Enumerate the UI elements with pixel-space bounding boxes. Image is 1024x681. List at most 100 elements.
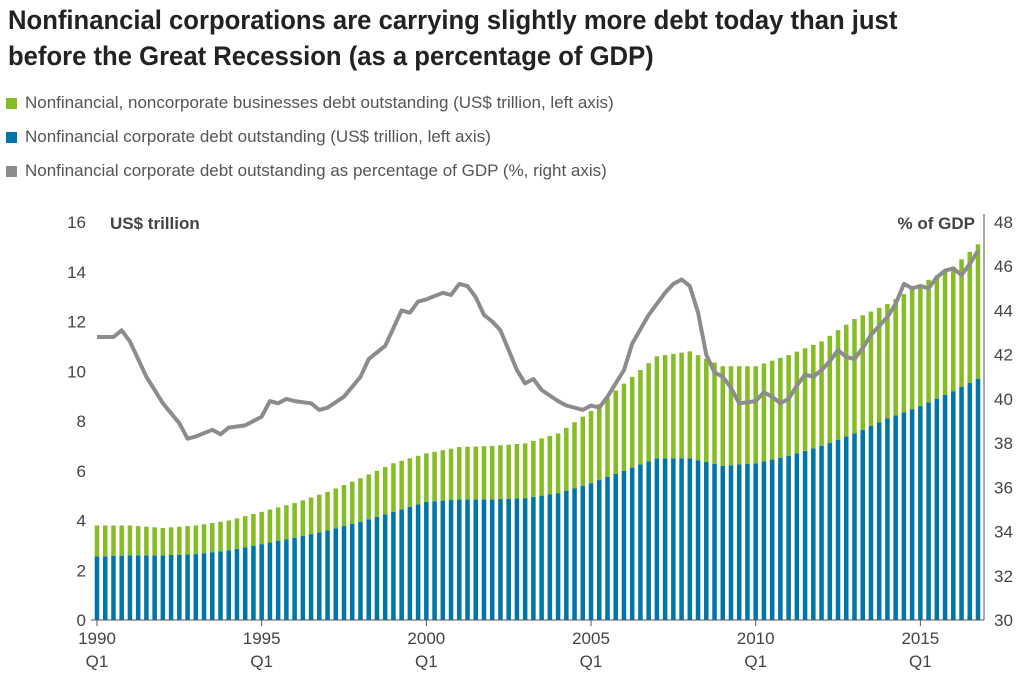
bar-noncorporate [300, 500, 306, 537]
bar-noncorporate [168, 527, 174, 556]
bar-corporate [621, 470, 627, 620]
bar-corporate [160, 555, 166, 620]
bar-corporate [885, 418, 890, 620]
bar-corporate [349, 523, 355, 620]
bar-noncorporate [144, 526, 149, 556]
bar-noncorporate [901, 294, 907, 413]
bar-corporate [868, 425, 874, 620]
bar-noncorporate [102, 525, 108, 557]
bar-corporate [127, 555, 133, 620]
legend-item-pct-gdp: Nonfinancial corporate debt outstanding … [6, 154, 614, 188]
right-tick-label: 44 [994, 301, 1013, 320]
bar-noncorporate [242, 516, 248, 548]
bar-corporate [934, 398, 940, 620]
legend-label-pct-gdp: Nonfinancial corporate debt outstanding … [25, 161, 607, 180]
bar-noncorporate [531, 440, 536, 497]
bar-corporate [975, 378, 981, 620]
right-tick-label: 38 [994, 434, 1013, 453]
bar-noncorporate [934, 275, 940, 399]
bar-corporate [596, 480, 602, 620]
bar-noncorporate [374, 470, 380, 517]
bar-noncorporate [226, 520, 232, 551]
bar-corporate [967, 382, 973, 620]
bar-corporate [415, 504, 421, 620]
bar-noncorporate [481, 446, 487, 500]
bar-noncorporate [860, 315, 865, 430]
right-tick-label: 42 [994, 346, 1013, 365]
bar-corporate [613, 473, 618, 620]
bar-noncorporate [753, 366, 758, 464]
bar-noncorporate [671, 353, 676, 459]
bar-noncorporate [736, 366, 742, 465]
bar-corporate [843, 436, 849, 620]
bar-corporate [662, 458, 668, 620]
legend-item-corporate: Nonfinancial corporate debt outstanding … [6, 120, 614, 154]
bar-corporate [761, 461, 767, 620]
bar-corporate [308, 534, 314, 620]
x-tick-year: 2000 [407, 629, 445, 648]
bar-noncorporate [843, 324, 849, 437]
bar-corporate [876, 422, 882, 620]
bar-corporate [498, 499, 503, 620]
bar-noncorporate [259, 511, 264, 545]
bar-noncorporate [308, 497, 314, 535]
bar-noncorporate [234, 518, 240, 549]
bar-corporate [185, 554, 190, 620]
bar-corporate [226, 550, 232, 620]
left-tick-label: 10 [67, 362, 86, 381]
bar-noncorporate [769, 360, 775, 460]
bar-noncorporate [596, 404, 602, 481]
bar-corporate [909, 409, 915, 620]
bar-corporate [564, 490, 569, 620]
bar-noncorporate [177, 526, 182, 555]
bar-corporate [234, 548, 240, 620]
bar-corporate [860, 429, 865, 620]
x-tick-year: 1990 [78, 629, 116, 648]
bar-noncorporate [119, 525, 124, 556]
x-tick-quarter: Q1 [415, 652, 438, 671]
bar-noncorporate [498, 445, 503, 500]
bar-corporate [292, 537, 297, 620]
left-tick-label: 2 [77, 561, 86, 580]
bar-corporate [514, 498, 520, 620]
bar-corporate [144, 555, 149, 620]
right-tick-label: 40 [994, 390, 1013, 409]
bar-corporate [679, 458, 684, 620]
bar-corporate [325, 530, 330, 620]
bar-series-group [94, 244, 981, 620]
bar-noncorporate [275, 507, 281, 542]
bar-noncorporate [448, 448, 454, 500]
bar-noncorporate [366, 474, 371, 520]
bar-noncorporate [745, 366, 750, 464]
left-tick-label: 8 [77, 412, 86, 431]
bar-noncorporate [794, 351, 800, 454]
bar-noncorporate [588, 411, 594, 484]
bar-corporate [531, 496, 536, 620]
bar-corporate [424, 501, 429, 620]
bar-noncorporate [514, 444, 520, 499]
bar-noncorporate [127, 525, 133, 556]
bar-corporate [959, 387, 964, 620]
bar-noncorporate [201, 524, 207, 554]
right-axis-title: % of GDP [898, 214, 975, 233]
bar-corporate [366, 519, 371, 620]
bar-corporate [457, 499, 462, 620]
bar-noncorporate [358, 478, 363, 522]
bar-corporate [712, 463, 717, 620]
bar-noncorporate [218, 521, 223, 552]
legend-swatch-gray [6, 165, 17, 177]
bar-noncorporate [539, 438, 544, 496]
bar-noncorporate [284, 505, 289, 540]
bar-corporate [522, 498, 528, 620]
bar-noncorporate [341, 485, 347, 527]
right-tick-label: 32 [994, 567, 1013, 586]
bar-corporate [605, 476, 610, 620]
bar-corporate [440, 500, 446, 620]
bar-corporate [539, 495, 544, 620]
bar-corporate [918, 406, 923, 620]
bar-corporate [135, 555, 141, 620]
bar-noncorporate [572, 422, 577, 489]
bar-noncorporate [646, 363, 651, 462]
bar-corporate [794, 453, 800, 620]
